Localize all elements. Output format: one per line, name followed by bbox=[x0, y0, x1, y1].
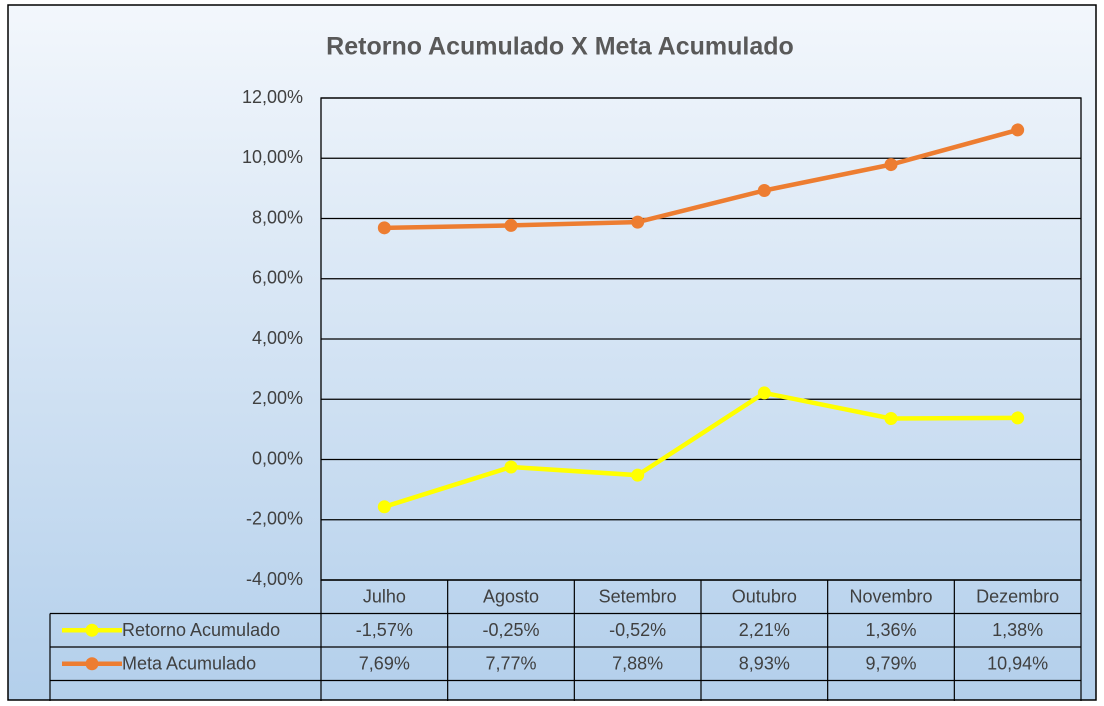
table-value: 1,38% bbox=[992, 620, 1043, 640]
chart-title: Retorno Acumulado X Meta Acumulado bbox=[326, 33, 794, 61]
series-marker bbox=[1011, 411, 1025, 425]
y-tick-label: -4,00% bbox=[246, 569, 303, 589]
y-tick-label: 4,00% bbox=[252, 328, 303, 348]
table-value: 7,77% bbox=[485, 654, 536, 674]
series-marker bbox=[631, 215, 645, 229]
table-value: 8,93% bbox=[739, 654, 790, 674]
series-marker bbox=[884, 158, 898, 172]
x-tick-label: Dezembro bbox=[976, 587, 1059, 607]
y-tick-label: -2,00% bbox=[246, 509, 303, 529]
x-tick-label: Julho bbox=[363, 587, 406, 607]
table-value: 7,88% bbox=[612, 654, 663, 674]
chart-background bbox=[7, 4, 1097, 701]
y-tick-label: 6,00% bbox=[252, 268, 303, 288]
table-value: -0,25% bbox=[482, 620, 539, 640]
series-marker bbox=[504, 460, 518, 474]
series-line bbox=[384, 127, 1019, 231]
y-tick-label: 0,00% bbox=[252, 448, 303, 468]
x-tick-label: Agosto bbox=[483, 587, 539, 607]
series-marker bbox=[631, 468, 645, 482]
series-marker bbox=[1011, 123, 1025, 137]
table-value: 10,94% bbox=[987, 654, 1048, 674]
series-marker bbox=[757, 386, 771, 400]
legend-label: Meta Acumulado bbox=[122, 654, 256, 674]
legend-marker bbox=[85, 657, 99, 671]
legend-label: Retorno Acumulado bbox=[122, 620, 280, 640]
series-marker bbox=[884, 412, 898, 426]
y-tick-label: 8,00% bbox=[252, 207, 303, 227]
series-line bbox=[383, 390, 1018, 509]
x-tick-label: Novembro bbox=[849, 587, 932, 607]
series-marker bbox=[504, 218, 518, 232]
legend-marker bbox=[85, 623, 99, 637]
table-value: 7,69% bbox=[359, 654, 410, 674]
series-marker bbox=[377, 221, 391, 235]
table-value: -1,57% bbox=[356, 620, 413, 640]
y-tick-label: 2,00% bbox=[252, 388, 303, 408]
y-tick-label: 12,00% bbox=[242, 87, 303, 107]
table-value: 9,79% bbox=[865, 654, 916, 674]
table-value: 1,36% bbox=[865, 620, 916, 640]
table-value: 2,21% bbox=[739, 620, 790, 640]
table-value: -0,52% bbox=[609, 620, 666, 640]
series-marker bbox=[377, 500, 391, 514]
y-tick-label: 10,00% bbox=[242, 147, 303, 167]
x-tick-label: Setembro bbox=[599, 587, 677, 607]
x-tick-label: Outubro bbox=[732, 587, 797, 607]
series-marker bbox=[757, 183, 771, 197]
